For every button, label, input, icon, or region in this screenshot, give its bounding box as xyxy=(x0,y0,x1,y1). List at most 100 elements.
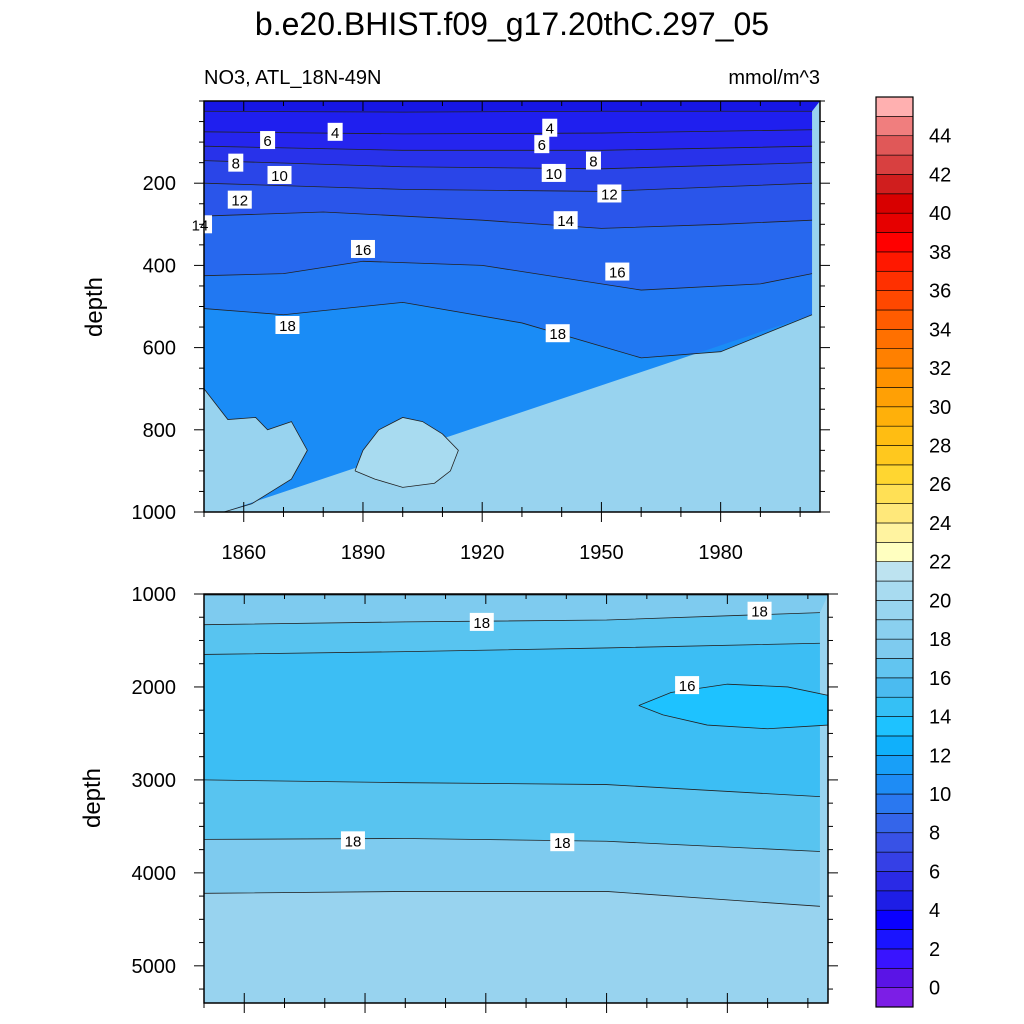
contour-label: 16 xyxy=(355,242,372,259)
colorbar-swatch xyxy=(875,561,914,582)
contour-label: 6 xyxy=(263,133,271,150)
contour-label-box xyxy=(350,239,375,258)
contour-line xyxy=(203,145,813,151)
colorbar-swatch xyxy=(875,909,914,930)
y-tick-label: 800 xyxy=(143,420,176,442)
y-tick-label: 400 xyxy=(143,255,176,277)
colorbar-label: 38 xyxy=(929,242,951,264)
colorbar-swatch xyxy=(875,987,914,1008)
colorbar-swatch xyxy=(875,406,914,427)
contour-band xyxy=(204,612,820,655)
colorbar-label: 26 xyxy=(929,474,951,496)
colorbar-label: 12 xyxy=(929,745,951,767)
contour-label: 16 xyxy=(609,265,626,282)
colorbar-label: 44 xyxy=(929,126,951,148)
lower-plot-frame xyxy=(203,593,829,1004)
contour-label-box xyxy=(545,324,570,343)
contour-line xyxy=(203,779,820,798)
contour-label-box xyxy=(550,833,575,852)
upper-contour-fill xyxy=(204,101,820,512)
colorbar-swatch xyxy=(875,464,914,485)
contour-line xyxy=(354,417,459,488)
contour-label: 8 xyxy=(589,154,597,171)
upper-contour-lines xyxy=(203,110,813,513)
colorbar-swatch xyxy=(875,696,914,717)
contour-line xyxy=(203,160,813,170)
x-tick-label: 1890 xyxy=(341,542,386,564)
colorbar-swatch xyxy=(875,445,914,466)
contour-line xyxy=(203,260,813,291)
contour-label-box xyxy=(228,153,244,172)
contour-label: 18 xyxy=(279,318,296,335)
contour-label: 4 xyxy=(331,125,339,142)
colorbar-swatch xyxy=(875,193,914,214)
contour-label: 12 xyxy=(601,186,618,203)
colorbar-label: 18 xyxy=(929,629,951,651)
colorbar-swatch xyxy=(875,522,914,543)
contour-label: 16 xyxy=(679,678,696,695)
contour-label: 8 xyxy=(232,156,240,173)
y-tick-label: 2000 xyxy=(132,677,177,699)
colorbar-label: 4 xyxy=(929,900,940,922)
units-subtitle: mmol/m^3 xyxy=(728,67,820,89)
contour-label: 18 xyxy=(345,833,362,850)
x-tick-label: 1950 xyxy=(579,542,624,564)
contour-label-box xyxy=(327,122,343,141)
contour-label: 18 xyxy=(549,326,566,343)
contour-label-box xyxy=(534,135,550,154)
upper-axes: 1860 1890 1920 1950 1980 200 400 600 800 1000 xyxy=(132,100,830,564)
contour-band xyxy=(204,129,813,151)
contour-band xyxy=(204,101,820,113)
contour-label-box xyxy=(227,190,252,209)
contour-label-box xyxy=(542,118,558,137)
colorbar-swatch xyxy=(875,290,914,311)
colorbar-swatch xyxy=(875,232,914,253)
colorbar-swatch xyxy=(875,580,914,601)
x-tick-label: 1860 xyxy=(221,542,266,564)
lower-contour-labels: 18 18 16 18 18 xyxy=(340,601,772,852)
contour-label-box xyxy=(747,601,772,620)
y-tick-label: 200 xyxy=(143,173,176,195)
contour-label-box xyxy=(275,315,300,334)
lower-contour-fill xyxy=(204,594,828,1003)
y-tick-label: 5000 xyxy=(132,956,177,978)
contour-label-box xyxy=(469,612,494,631)
colorbar-swatch xyxy=(875,754,914,775)
colorbar-swatch xyxy=(875,793,914,814)
contour-label-box xyxy=(553,211,578,230)
colorbar-label: 24 xyxy=(929,513,951,535)
y-tick-label: 600 xyxy=(143,338,176,360)
contour-label-box xyxy=(585,151,601,170)
contour-line xyxy=(203,388,308,513)
y-tick-label: 1000 xyxy=(132,584,177,606)
colorbar-swatch xyxy=(875,116,914,137)
contour-line xyxy=(203,110,813,113)
contour-band xyxy=(204,261,813,358)
contour-band xyxy=(204,146,813,169)
colorbar-swatch xyxy=(875,619,914,640)
y-tick-label: 1000 xyxy=(132,502,177,524)
colorbar-label: 28 xyxy=(929,436,951,458)
colorbar-swatch xyxy=(875,503,914,524)
contour-label-box xyxy=(541,163,566,182)
contour-label: 6 xyxy=(538,137,546,154)
y-tick-label: 3000 xyxy=(132,770,177,792)
contour-label-box xyxy=(597,184,622,203)
contour-line xyxy=(203,612,820,626)
lower-axes: 1000 2000 3000 4000 5000 xyxy=(132,584,838,1013)
contour-label-box xyxy=(340,831,365,850)
contour-label: 18 xyxy=(751,604,768,621)
colorbar-label: 40 xyxy=(929,203,951,225)
colorbar-swatch xyxy=(875,154,914,175)
colorbar-label: 6 xyxy=(929,861,940,883)
colorbar-label: 32 xyxy=(929,358,951,380)
colorbar-swatch xyxy=(875,832,914,853)
contour-line xyxy=(203,891,820,907)
contour-label: 12 xyxy=(231,193,248,210)
colorbar-swatch xyxy=(875,890,914,911)
contour-band xyxy=(204,838,820,907)
x-tick-label: 1980 xyxy=(698,542,743,564)
colorbar-swatch xyxy=(875,367,914,388)
colorbar-swatch xyxy=(875,542,914,562)
